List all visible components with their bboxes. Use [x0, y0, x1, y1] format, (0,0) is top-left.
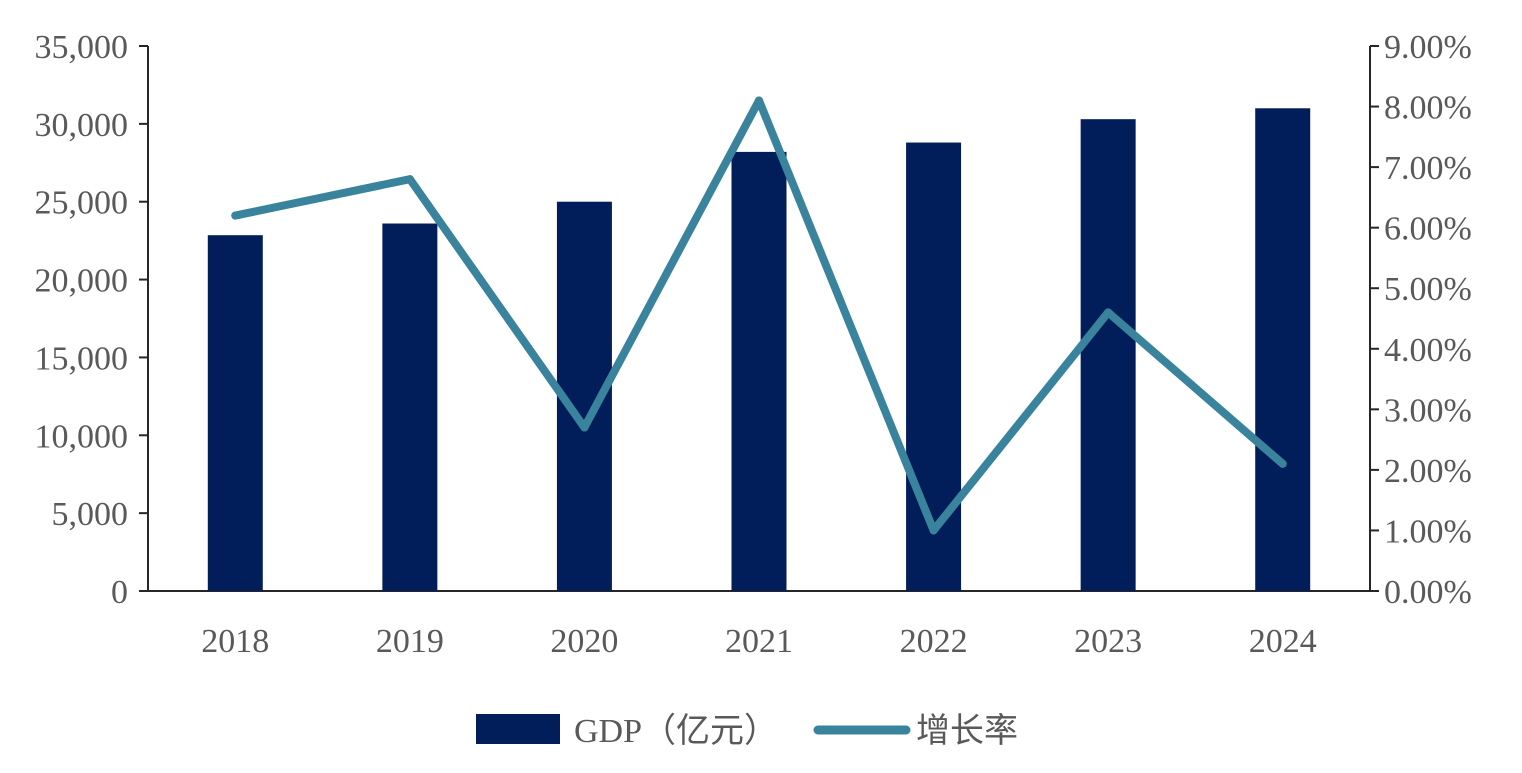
- x-axis-category-label: 2024: [1249, 623, 1317, 660]
- left-axis-tick-label: 35,000: [35, 29, 129, 66]
- growth-rate-point-2018: [231, 211, 240, 220]
- x-axis-category-label: 2019: [376, 623, 444, 660]
- right-axis-tick-label: 4.00%: [1384, 332, 1472, 369]
- growth-rate-point-2021: [755, 96, 763, 105]
- bar-gdp-2021: [731, 151, 787, 591]
- x-axis-category-label: 2020: [550, 623, 618, 660]
- legend-label-gdp: GDP（亿元）: [574, 712, 778, 750]
- right-axis-tick-label: 8.00%: [1384, 90, 1472, 127]
- left-axis-tick-label: 15,000: [35, 340, 129, 377]
- left-axis-tick-label: 10,000: [35, 418, 129, 455]
- x-axis-category-label: 2023: [1074, 623, 1142, 660]
- growth-rate-point-2020: [580, 423, 589, 432]
- x-axis-category-label: 2018: [201, 623, 269, 660]
- right-axis-tick-label: 1.00%: [1384, 513, 1472, 550]
- growth-rate-point-2022: [929, 526, 938, 535]
- left-axis-tick-label: 0: [111, 574, 128, 611]
- right-axis-tick-label: 6.00%: [1384, 211, 1472, 248]
- right-axis-tick-label: 2.00%: [1384, 453, 1472, 490]
- growth-rate-point-2024: [1278, 459, 1287, 468]
- right-axis-tick-label: 5.00%: [1384, 271, 1472, 308]
- legend: GDP（亿元） 增长率: [476, 712, 1018, 750]
- legend-swatch-gdp: [476, 714, 560, 744]
- labels-group: 0 5,000 10,000 15,000 20,000 25,000 30,000 35,0…: [35, 29, 1472, 660]
- growth-rate-point-2019: [405, 175, 414, 184]
- growth-rate-point-2023: [1104, 308, 1113, 317]
- legend-label-growth: 增长率: [916, 712, 1018, 750]
- left-axis-tick-label: 25,000: [35, 185, 129, 222]
- left-axis-tick-label: 5,000: [52, 496, 129, 533]
- bar-gdp-2023: [1080, 119, 1136, 591]
- right-axis-tick-label: 3.00%: [1384, 392, 1472, 429]
- bar-gdp-2024: [1255, 108, 1311, 592]
- right-axis-tick-label: 0.00%: [1384, 574, 1472, 611]
- bar-gdp-2019: [382, 223, 438, 591]
- bar-gdp-2018: [207, 235, 263, 591]
- right-axis-tick-label: 7.00%: [1384, 150, 1472, 187]
- x-axis-category-label: 2022: [900, 623, 968, 660]
- bar-gdp-2022: [906, 142, 962, 592]
- left-axis-tick-label: 20,000: [35, 263, 129, 300]
- line-group: [231, 96, 1287, 535]
- left-axis-tick-label: 30,000: [35, 107, 129, 144]
- x-axis-category-label: 2021: [725, 623, 793, 660]
- right-axis-tick-label: 9.00%: [1384, 29, 1472, 66]
- bars-group: [207, 108, 1311, 592]
